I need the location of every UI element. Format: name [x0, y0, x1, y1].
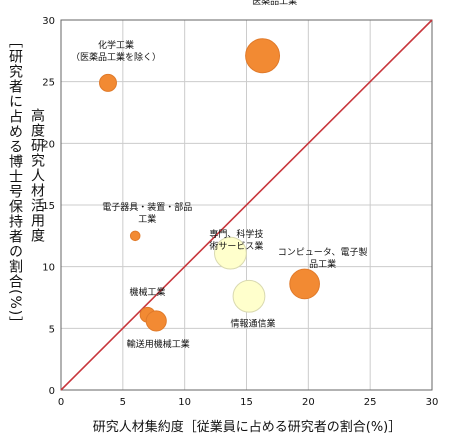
- bubble-label: 機械工業: [130, 286, 166, 298]
- plot-frame: [60, 19, 433, 391]
- y-tick-label: 10: [42, 263, 55, 274]
- bubble-label: 化学工業（医薬品工業を除く）: [71, 39, 161, 63]
- x-axis-label: 研究人材集約度［従業員に占める研究者の割合(%)］: [93, 419, 402, 435]
- bubbles: [99, 38, 320, 332]
- bubble-label: 情報通信業: [230, 317, 275, 329]
- y-tick-label: 15: [42, 201, 55, 212]
- x-tick-label: 20: [302, 397, 315, 408]
- x-tick-label: 10: [178, 397, 191, 408]
- bubble: [245, 38, 281, 74]
- y-tick-label: 0: [49, 386, 55, 397]
- bubble-label: 医薬品工業: [252, 0, 297, 7]
- bubble: [289, 268, 320, 300]
- bubble: [214, 236, 247, 270]
- bubble: [145, 310, 167, 332]
- y-tick-label: 20: [42, 139, 55, 150]
- x-tick-label: 5: [120, 397, 126, 408]
- y-tick-label: 25: [42, 78, 55, 89]
- tick-labels: 0 5 10 15 20 25 30 0 5 10 15 20 25 30: [42, 16, 438, 408]
- x-tick-label: 15: [240, 397, 253, 408]
- y-axis-sublabel: ［研究者に占める博士号保持者の割合(%)］: [7, 34, 23, 332]
- bubble-label: 電子器具・装置・部品工業: [102, 201, 192, 225]
- x-tick-label: 30: [426, 397, 439, 408]
- bubble-label: 輸送用機械工業: [127, 338, 190, 350]
- y-tick-label: 5: [49, 324, 55, 335]
- bubble: [232, 279, 266, 313]
- bubble-label: コンピュータ、電子製品工業: [278, 246, 368, 270]
- bubble: [99, 73, 117, 92]
- bubble: [129, 230, 141, 242]
- diagonal-line: [60, 19, 433, 391]
- y-axis-label: 高度研究人材活用度: [29, 108, 45, 243]
- y-tick-label: 30: [42, 16, 55, 27]
- x-tick-label: 0: [58, 397, 64, 408]
- x-tick-label: 25: [364, 397, 377, 408]
- bubble-label: 専門、科学技術サービス業: [209, 228, 263, 252]
